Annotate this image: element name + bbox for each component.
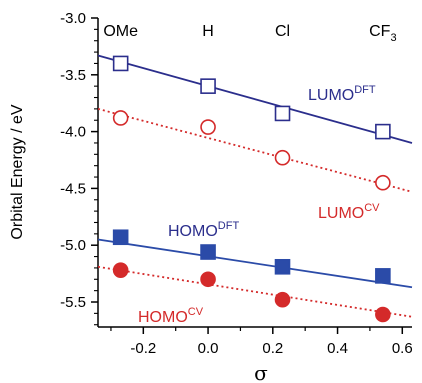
substituent-name: H bbox=[202, 23, 214, 40]
y-ticks: -3.0 -3.5 -4.0 -4.5 -5.0 -5.5 bbox=[60, 10, 98, 326]
plot-area bbox=[97, 18, 412, 328]
fit-line-0 bbox=[97, 54, 413, 144]
x-tick-label: 0.6 bbox=[392, 340, 413, 357]
substituent-label: Cl bbox=[275, 23, 290, 40]
data-point-circle bbox=[274, 291, 291, 308]
substituent-labels: OMe H Cl CF3 bbox=[103, 23, 396, 44]
substituent-label: CF3 bbox=[369, 23, 396, 44]
substituent-subscript: 3 bbox=[390, 32, 396, 44]
y-tick-label: -4.0 bbox=[60, 124, 86, 141]
data-point-square bbox=[112, 55, 129, 72]
substituent-name: CF bbox=[369, 23, 391, 40]
data-point-square bbox=[375, 123, 391, 140]
y-tick-label: -4.5 bbox=[60, 180, 86, 197]
data-point-circle bbox=[112, 110, 129, 126]
y-tick-label: -3.0 bbox=[60, 10, 86, 27]
data-point-circle bbox=[375, 174, 391, 191]
data-point-square bbox=[274, 258, 291, 275]
series-sup: CV bbox=[364, 202, 380, 214]
series-sup: CV bbox=[188, 306, 204, 318]
series-label-homo-cv: HOMOCV bbox=[138, 306, 204, 326]
series-label-lumo-dft: LUMODFT bbox=[308, 84, 376, 104]
series-name: LUMO bbox=[308, 87, 354, 104]
y-tick-label: -5.5 bbox=[60, 294, 86, 311]
y-tick-label: -3.5 bbox=[60, 67, 86, 84]
data-point-circle bbox=[200, 271, 216, 288]
data-point-square bbox=[375, 268, 391, 284]
y-axis-title: Orbital Energy / eV bbox=[9, 104, 26, 240]
fit-lines bbox=[97, 54, 413, 318]
fit-line-1 bbox=[97, 108, 413, 193]
data-point-circle bbox=[200, 119, 216, 135]
substituent-name: Cl bbox=[275, 23, 290, 40]
data-point-square bbox=[274, 105, 291, 122]
data-point-circle bbox=[375, 306, 391, 323]
series-sup: DFT bbox=[218, 220, 240, 232]
data-point-square bbox=[112, 229, 129, 246]
data-point-circle bbox=[112, 262, 129, 278]
x-tick-label: 0.0 bbox=[198, 340, 219, 357]
series-name: LUMO bbox=[318, 205, 364, 222]
x-tick-label: 0.2 bbox=[262, 340, 283, 357]
data-point-circle bbox=[274, 149, 291, 166]
y-tick-label: -5.0 bbox=[60, 237, 86, 254]
substituent-label: H bbox=[202, 23, 214, 40]
substituent-label: OMe bbox=[103, 23, 138, 40]
series-label-homo-dft: HOMODFT bbox=[168, 220, 239, 240]
series-label-lumo-cv: LUMOCV bbox=[318, 202, 380, 222]
data-point-square bbox=[200, 244, 216, 260]
substituent-name: OMe bbox=[103, 23, 138, 40]
data-markers bbox=[112, 55, 391, 323]
x-tick-label: 0.4 bbox=[327, 340, 348, 357]
x-tick-label: -0.2 bbox=[130, 340, 156, 357]
series-name: HOMO bbox=[168, 223, 218, 240]
x-axis-title: σ bbox=[254, 361, 268, 383]
data-point-square bbox=[200, 78, 216, 94]
series-sup: DFT bbox=[354, 84, 376, 96]
series-name: HOMO bbox=[138, 309, 188, 326]
x-ticks: -0.2 0.0 0.2 0.4 0.6 bbox=[110, 327, 413, 357]
fit-line-2 bbox=[97, 238, 413, 289]
